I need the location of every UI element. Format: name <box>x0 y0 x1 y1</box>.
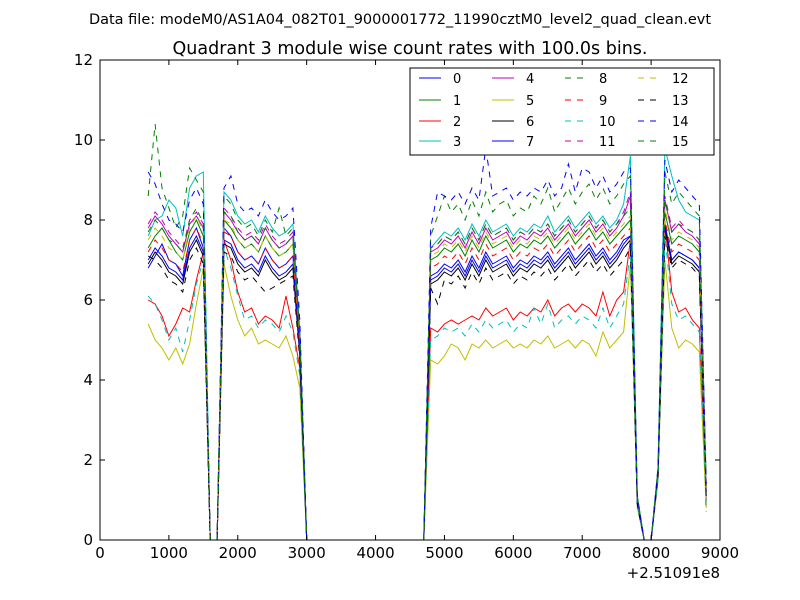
series-line-12 <box>147 207 707 540</box>
legend-label-15: 15 <box>672 135 689 150</box>
x-tick-label: 3000 <box>288 544 326 562</box>
x-tick-label: 2000 <box>219 544 257 562</box>
legend-label-13: 13 <box>672 94 689 109</box>
legend-label-2: 2 <box>453 115 461 130</box>
legend-label-7: 7 <box>526 135 534 150</box>
x-offset-label: +2.51091e8 <box>627 564 720 582</box>
series-line-2 <box>147 223 707 540</box>
legend-frame <box>409 67 715 156</box>
legend-label-3: 3 <box>453 135 461 150</box>
y-tick-label: 6 <box>83 291 93 309</box>
suptitle: Data file: modeM0/AS1A04_082T01_90000017… <box>89 12 711 28</box>
x-tick-label: 8000 <box>632 544 670 562</box>
x-axis: 0 1000 2000 3000 4000 5000 6000 7000 8000 9000 <box>95 60 739 562</box>
x-tick-label: 7000 <box>563 544 601 562</box>
chart-title: Quadrant 3 module wise count rates with … <box>173 39 648 59</box>
series-line-13 <box>147 235 707 540</box>
x-tick-label: 9000 <box>701 544 739 562</box>
y-tick-label: 10 <box>74 131 93 149</box>
x-tick-label: 5000 <box>425 544 463 562</box>
y-tick-label: 0 <box>83 531 93 549</box>
legend-label-9: 9 <box>599 94 607 109</box>
legend-label-11: 11 <box>599 135 616 150</box>
legend-label-1: 1 <box>453 94 461 109</box>
legend-label-10: 10 <box>599 115 616 130</box>
series-line-4 <box>147 195 707 540</box>
legend-label-0: 0 <box>453 72 461 87</box>
series-line-15 <box>147 199 707 540</box>
series-line-3 <box>147 147 707 540</box>
series-line-8 <box>147 123 707 540</box>
x-tick-label: 6000 <box>494 544 532 562</box>
x-tick-label: 0 <box>95 544 105 562</box>
y-tick-label: 8 <box>83 211 93 229</box>
legend-label-14: 14 <box>672 115 689 130</box>
x-tick-label: 1000 <box>150 544 188 562</box>
legend-label-12: 12 <box>672 72 689 87</box>
legend-label-8: 8 <box>599 72 607 87</box>
y-tick-label: 2 <box>83 451 93 469</box>
legend-label-4: 4 <box>526 72 534 87</box>
series-line-14 <box>147 147 707 540</box>
x-tick-label: 4000 <box>356 544 394 562</box>
legend-label-6: 6 <box>526 115 534 130</box>
y-tick-label: 12 <box>74 51 93 69</box>
legend-label-5: 5 <box>526 94 534 109</box>
series-layer <box>147 123 707 540</box>
y-tick-label: 4 <box>83 371 93 389</box>
series-line-10 <box>147 235 707 540</box>
